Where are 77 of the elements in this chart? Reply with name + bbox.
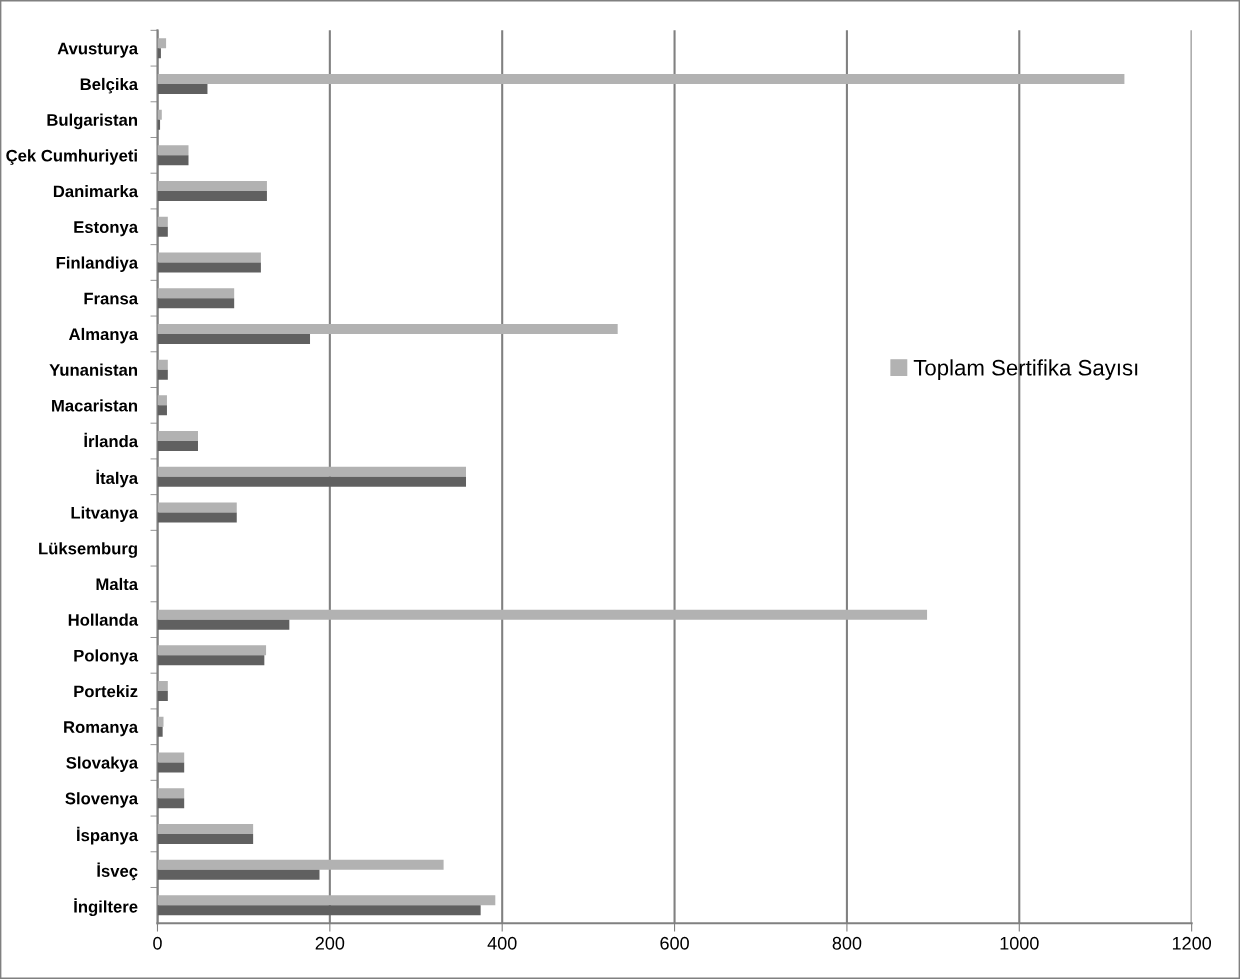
x-tick-label: 1000 [1000, 936, 1039, 950]
bar [157, 619, 290, 630]
y-tick-label: Portekiz [74, 685, 138, 698]
y-tick-label: Danimarka [53, 185, 139, 198]
x-tick-label: 0 [153, 936, 162, 950]
bar [157, 262, 261, 273]
bar [157, 226, 168, 237]
y-tick-label: Polonya [74, 649, 139, 665]
bar [157, 83, 208, 94]
x-tick-label: 1200 [1172, 936, 1212, 950]
y-tick-label: Estonya [74, 221, 139, 237]
y-tick-label: Yunanistan [49, 363, 138, 376]
bar [157, 752, 185, 763]
bar [157, 323, 618, 334]
bar [157, 869, 320, 880]
y-tick-label: Malta [96, 577, 139, 591]
y-tick-label: Almanya [68, 327, 139, 344]
y-tick-label: Finlandiya [56, 256, 139, 272]
y-tick-label: Çek Cumhuriyeti [6, 149, 137, 165]
y-tick-label: İtalya [96, 469, 139, 488]
x-tick-label: 600 [660, 936, 689, 950]
bar [157, 431, 198, 442]
bar [157, 145, 189, 156]
y-tick-label: Bulgaristan [47, 113, 138, 130]
bar [157, 191, 267, 202]
y-tick-label: Litvanya [71, 506, 139, 522]
y-tick-label: Romanya [64, 721, 139, 737]
bar [157, 181, 267, 192]
bar [157, 655, 265, 666]
y-tick-label: Slovenya [65, 792, 139, 808]
bar [157, 681, 168, 692]
bar [157, 109, 162, 120]
y-tick-label: Hollanda [68, 613, 139, 626]
bar [157, 38, 167, 49]
bar [157, 823, 254, 834]
bar [157, 502, 237, 513]
bar [157, 466, 466, 477]
bar [157, 762, 185, 773]
y-tick-label: Slovakya [66, 756, 139, 772]
y-tick-label: İrlanda [84, 432, 139, 448]
bar [157, 298, 235, 309]
legend-label: Toplam Sertifika Sayısı [913, 359, 1138, 380]
bar [157, 905, 481, 916]
bar [157, 833, 254, 844]
bar [157, 476, 466, 487]
y-tick-label: İngiltere [74, 898, 138, 916]
y-tick-label: İspanya [77, 826, 139, 845]
y-tick-label: Fransa [84, 292, 139, 305]
bar [157, 359, 168, 370]
bar [157, 645, 267, 656]
bar [157, 726, 163, 737]
x-tick-label: 200 [315, 936, 345, 950]
x-tick-label: 800 [832, 936, 862, 950]
bar [157, 859, 444, 870]
bar [157, 895, 496, 906]
bar [157, 369, 168, 380]
bar [157, 155, 189, 166]
y-tick-label: Avusturya [57, 42, 139, 58]
bar [157, 691, 168, 702]
y-tick-label: Belçika [80, 77, 139, 94]
bar [157, 333, 311, 344]
bar [157, 73, 1125, 84]
bar [157, 788, 185, 799]
bar [157, 252, 261, 263]
bar [157, 512, 237, 523]
y-tick-label: Lüksemburg [39, 542, 137, 558]
bar [157, 395, 167, 406]
bar [157, 441, 198, 452]
bar [157, 405, 167, 416]
y-tick-label: İsveç [97, 862, 138, 881]
bar [157, 288, 235, 299]
y-tick-label: Macaristan [52, 399, 138, 412]
bar [157, 798, 185, 809]
bar [157, 716, 164, 727]
bar [157, 216, 168, 227]
bar [157, 609, 928, 620]
x-tick-label: 400 [487, 936, 517, 950]
